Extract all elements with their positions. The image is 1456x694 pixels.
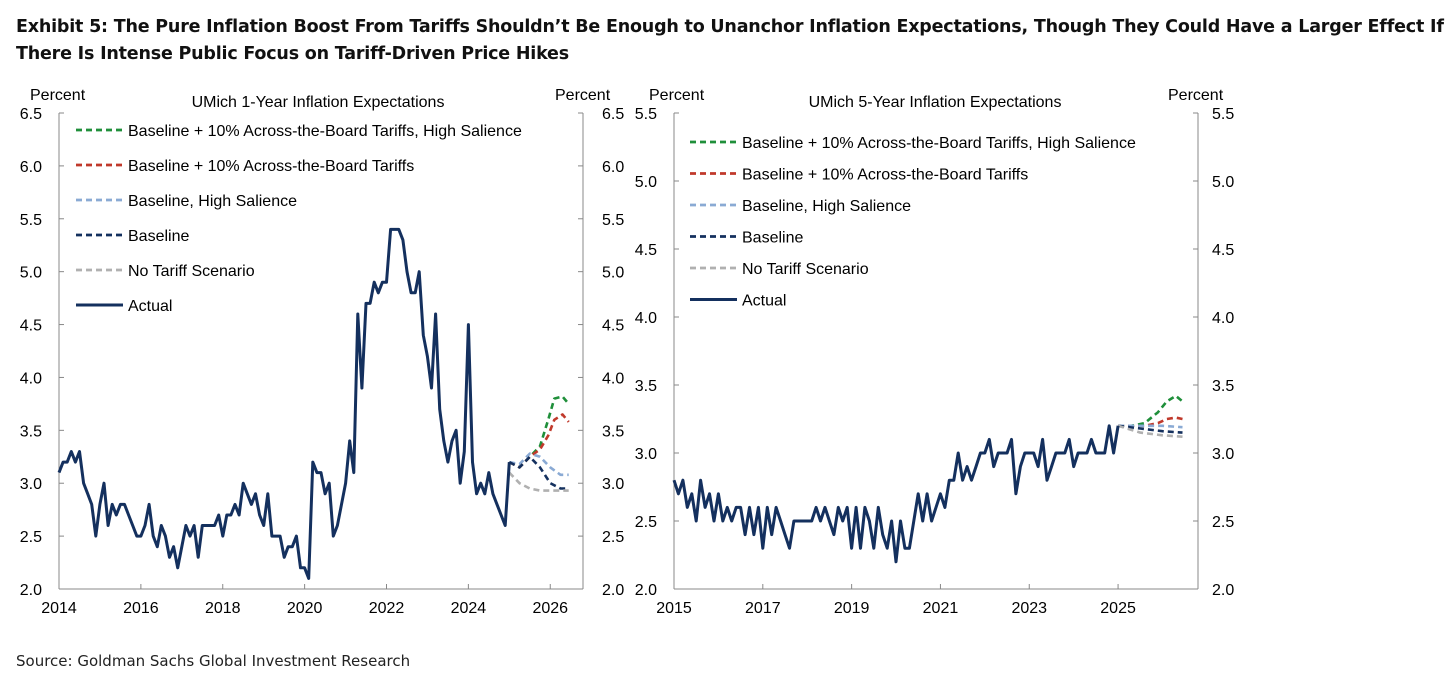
legend-label: Actual — [128, 298, 172, 315]
y-tick-label-right: 2.5 — [1212, 514, 1234, 531]
y-tick-label-left: 5.5 — [20, 212, 42, 229]
x-tick-label: 2019 — [834, 600, 870, 617]
legend-label: Baseline + 10% Across-the-Board Tariffs,… — [128, 123, 522, 140]
y-tick-label-left: 3.0 — [20, 476, 42, 493]
legend-label: Baseline, High Salience — [742, 198, 911, 215]
y-tick-label-right: 5.0 — [602, 265, 624, 282]
y-tick-label-left: 2.5 — [635, 514, 657, 531]
y-tick-label-right: 4.0 — [602, 370, 624, 387]
y-tick-label-left: 4.0 — [20, 370, 42, 387]
y-tick-label-left: 4.0 — [635, 310, 657, 327]
y-tick-label-left: 6.5 — [20, 106, 42, 123]
series-line-baseline — [508, 455, 569, 490]
x-tick-label: 2023 — [1011, 600, 1047, 617]
y-tick-label-right: 4.0 — [1212, 310, 1234, 327]
series-line-no-tariff-scenario — [508, 471, 569, 492]
y-tick-label-left: 2.0 — [20, 582, 42, 599]
y-tick-label-left: 5.0 — [635, 174, 657, 191]
legend-label: No Tariff Scenario — [742, 261, 869, 278]
legend-label: Baseline + 10% Across-the-Board Tariffs — [742, 167, 1028, 184]
y-tick-label-right: 3.5 — [1212, 378, 1234, 395]
x-tick-label: 2020 — [287, 600, 323, 617]
y-tick-label-left: 3.5 — [635, 378, 657, 395]
series-line-baseline-high-salience — [509, 452, 569, 477]
y-tick-label-right: 2.5 — [602, 529, 624, 546]
y-tick-label-right: 6.5 — [602, 106, 624, 123]
y-tick-label-right: 2.0 — [602, 582, 624, 599]
x-tick-label: 2014 — [41, 600, 77, 617]
x-tick-label: 2025 — [1100, 600, 1136, 617]
legend-label: Baseline + 10% Across-the-Board Tariffs,… — [742, 135, 1136, 152]
y-tick-label-left: 2.0 — [635, 582, 657, 599]
y-axis-label-right: Percent — [1168, 87, 1224, 104]
y-tick-label-right: 5.5 — [602, 212, 624, 229]
series-line-baseline-high-salience — [1118, 424, 1183, 429]
y-axis-label-left: Percent — [30, 87, 86, 104]
x-tick-label: 2018 — [205, 600, 241, 617]
y-tick-label-right: 4.5 — [1212, 242, 1234, 259]
x-tick-label: 2022 — [369, 600, 405, 617]
y-tick-label-left: 3.0 — [635, 446, 657, 463]
chart-title: UMich 1-Year Inflation Expectations — [192, 94, 445, 111]
y-tick-label-left: 3.5 — [20, 423, 42, 440]
x-tick-label: 2015 — [656, 600, 692, 617]
series-line-actual — [57, 227, 511, 580]
y-tick-label-right: 5.5 — [1212, 106, 1234, 123]
x-tick-label: 2021 — [923, 600, 959, 617]
y-tick-label-left: 5.5 — [635, 106, 657, 123]
y-tick-label-left: 5.0 — [20, 265, 42, 282]
legend-label: Actual — [742, 293, 786, 310]
legend-label: No Tariff Scenario — [128, 263, 255, 280]
y-tick-label-right: 3.0 — [602, 476, 624, 493]
source-note: Source: Goldman Sachs Global Investment … — [16, 652, 411, 670]
series-line-baseline — [1117, 424, 1183, 434]
y-tick-label-right: 3.0 — [1212, 446, 1234, 463]
series-line-baseline-10-across-the-board-tariffs-high-salience — [1118, 394, 1184, 428]
y-axis-label-right: Percent — [555, 87, 611, 104]
x-tick-label: 2017 — [745, 600, 781, 617]
y-tick-label-left: 4.5 — [20, 318, 42, 335]
x-tick-label: 2026 — [532, 600, 568, 617]
y-tick-label-right: 5.0 — [1212, 174, 1234, 191]
y-tick-label-right: 6.0 — [602, 159, 624, 176]
y-tick-label-right: 4.5 — [602, 318, 624, 335]
y-tick-label-right: 3.5 — [602, 423, 624, 440]
x-tick-label: 2024 — [451, 600, 487, 617]
legend-label: Baseline — [128, 228, 189, 245]
legend-label: Baseline + 10% Across-the-Board Tariffs — [128, 158, 414, 175]
legend-label: Baseline — [742, 230, 803, 247]
exhibit-title: Exhibit 5: The Pure Inflation Boost From… — [16, 17, 1444, 64]
series-line-no-tariff-scenario — [1117, 424, 1183, 438]
y-tick-label-right: 2.0 — [1212, 582, 1234, 599]
x-tick-label: 2016 — [123, 600, 159, 617]
y-axis-label-left: Percent — [649, 87, 705, 104]
y-tick-label-left: 6.0 — [20, 159, 42, 176]
y-tick-label-left: 2.5 — [20, 529, 42, 546]
legend-label: Baseline, High Salience — [128, 193, 297, 210]
chart-title: UMich 5-Year Inflation Expectations — [809, 94, 1062, 111]
y-tick-label-left: 4.5 — [635, 242, 657, 259]
series-line-actual — [672, 424, 1120, 564]
